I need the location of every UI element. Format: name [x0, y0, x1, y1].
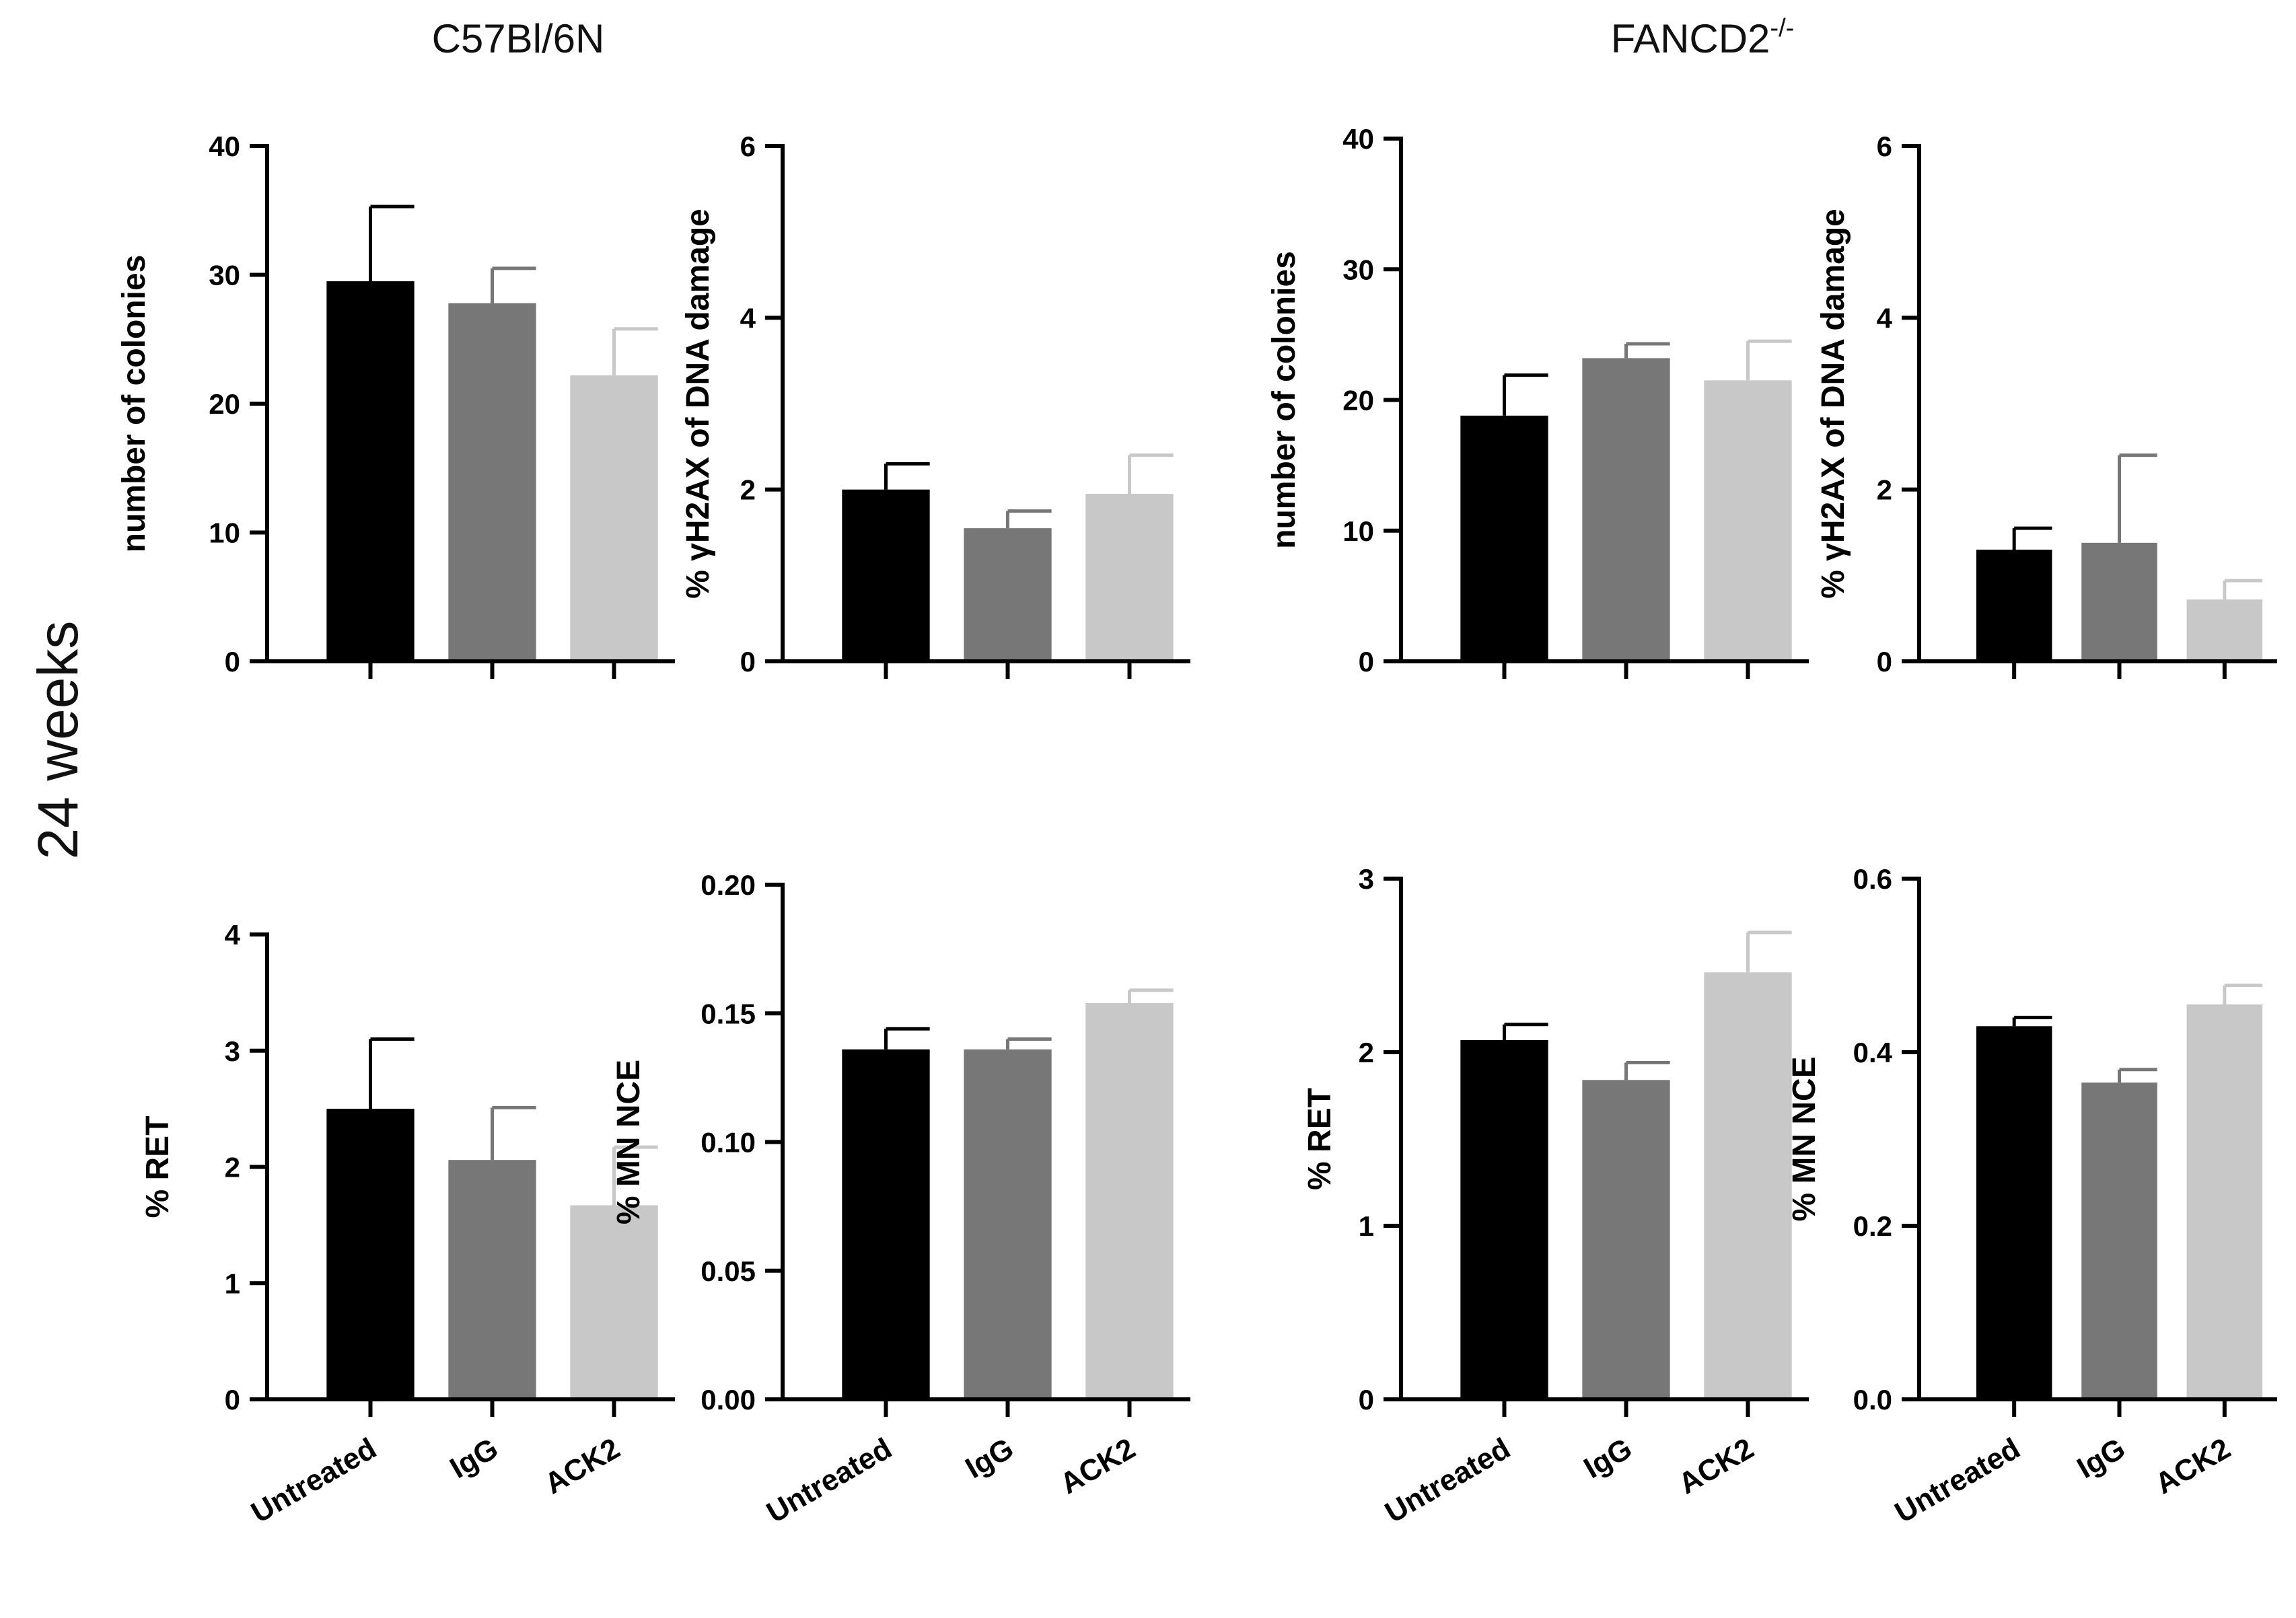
bar-ack2	[1704, 972, 1792, 1399]
y-tick-label: 0.6	[1853, 863, 1892, 895]
bar-ack2	[1085, 494, 1174, 661]
y-tick-label: 0.2	[1853, 1210, 1892, 1242]
x-tick-label-igg: IgG	[2071, 1432, 2130, 1485]
row-label: 24 weeks	[26, 621, 89, 860]
y-tick-label: 1	[225, 1267, 240, 1299]
y-tick-label: 0	[225, 1384, 240, 1415]
chart-panel-c57-ret: 0 1 2 3 4 Untreated IgG ACK2 % RET	[140, 919, 675, 1529]
y-tick-label: 0.20	[701, 869, 756, 901]
x-tick-label-igg: IgG	[1578, 1432, 1637, 1485]
bar-igg	[964, 528, 1052, 661]
y-axis-title: number of colonies	[1266, 251, 1302, 549]
y-tick-label: 3	[1359, 863, 1374, 895]
y-tick-label: 0.05	[701, 1255, 756, 1287]
y-tick-label: 30	[209, 260, 240, 291]
y-tick-label: 2	[1359, 1037, 1374, 1068]
bar-igg	[1582, 358, 1670, 661]
y-axis-title: % RET	[1302, 1088, 1338, 1190]
y-tick-label: 0	[1359, 646, 1374, 677]
y-axis-title: % MN NCE	[611, 1060, 647, 1224]
y-tick-label: 0.0	[1853, 1384, 1892, 1415]
x-tick-label-ack2: ACK2	[1054, 1432, 1141, 1500]
x-tick-label-untreated: Untreated	[761, 1432, 897, 1529]
y-axis-title: % γH2AX of DNA damage	[680, 209, 716, 599]
y-tick-label: 20	[209, 388, 240, 420]
bar-ack2	[1085, 1002, 1174, 1399]
bar-untreated	[1460, 415, 1548, 661]
y-axis-title: % MN NCE	[1787, 1056, 1822, 1221]
bar-igg	[964, 1049, 1052, 1399]
y-tick-label: 6	[740, 131, 756, 162]
group-title-fancd2: FANCD2-/-	[1611, 14, 1795, 61]
group-title-fancd2-text: FANCD2	[1611, 16, 1770, 61]
bar-untreated	[1460, 1039, 1548, 1399]
y-tick-label: 0	[225, 646, 240, 677]
bar-igg	[448, 303, 536, 661]
y-tick-label: 0.4	[1853, 1037, 1893, 1068]
group-title-c57: C57Bl/6N	[432, 16, 605, 61]
y-tick-label: 0	[1877, 646, 1892, 677]
bar-igg	[2081, 542, 2157, 661]
x-tick-label-ack2: ACK2	[539, 1432, 625, 1500]
y-tick-label: 4	[1877, 302, 1893, 334]
y-tick-label: 2	[1877, 474, 1892, 506]
x-tick-label-igg: IgG	[960, 1432, 1019, 1485]
y-tick-label: 6	[1877, 131, 1892, 162]
chart-panel-fancd2-h2ax: 0 2 4 6 % γH2AX of DNA damage	[1816, 131, 2277, 679]
y-tick-label: 2	[740, 474, 756, 506]
bar-ack2	[570, 1205, 658, 1399]
bar-untreated	[842, 489, 930, 661]
y-axis-title: number of colonies	[116, 255, 152, 553]
bar-igg	[448, 1160, 536, 1399]
x-tick-label-igg: IgG	[444, 1432, 503, 1485]
y-tick-label: 0.15	[701, 998, 756, 1029]
y-tick-label: 40	[1342, 123, 1374, 155]
y-tick-label: 40	[209, 131, 240, 162]
y-tick-label: 4	[225, 919, 241, 951]
y-tick-label: 20	[1342, 385, 1374, 416]
x-tick-label-ack2: ACK2	[2150, 1432, 2236, 1500]
x-tick-label-untreated: Untreated	[1890, 1432, 2025, 1529]
y-tick-label: 0	[1359, 1384, 1374, 1415]
y-axis-title: % RET	[140, 1115, 176, 1218]
bar-ack2	[1704, 380, 1792, 661]
bar-ack2	[2186, 599, 2263, 661]
chart-panel-fancd2-ret: 0 1 2 3 Untreated IgG ACK2 % RET	[1302, 863, 1809, 1529]
x-tick-label-untreated: Untreated	[1379, 1432, 1515, 1529]
y-tick-label: 4	[740, 302, 756, 334]
y-tick-label: 0	[740, 646, 756, 677]
bar-untreated	[842, 1049, 930, 1399]
y-tick-label: 3	[225, 1035, 240, 1067]
y-tick-label: 2	[225, 1152, 240, 1183]
y-tick-label: 1	[1359, 1210, 1374, 1242]
bar-untreated	[326, 281, 415, 661]
y-tick-label: 0.10	[701, 1127, 756, 1159]
bar-untreated	[1976, 550, 2052, 661]
x-tick-label-untreated: Untreated	[246, 1432, 382, 1529]
chart-panel-fancd2-colonies: 0 10 20 30 40 number of colonies	[1266, 123, 1809, 679]
bar-ack2	[570, 375, 658, 661]
bar-untreated	[326, 1109, 415, 1399]
y-tick-label: 30	[1342, 254, 1374, 285]
bar-igg	[2081, 1082, 2157, 1399]
bar-untreated	[1976, 1026, 2052, 1399]
chart-panel-c57-h2ax: 0 2 4 6 % γH2AX of DNA damage	[680, 131, 1190, 679]
x-tick-label-ack2: ACK2	[1673, 1432, 1759, 1500]
chart-panel-c57-mn-nce: 0.00 0.05 0.10 0.15 0.20 Untreated IgG ACK2 % MN…	[611, 869, 1190, 1529]
y-tick-label: 10	[209, 517, 240, 549]
y-axis-title: % γH2AX of DNA damage	[1816, 209, 1851, 599]
bar-ack2	[2186, 1004, 2263, 1399]
y-tick-label: 0.00	[701, 1384, 756, 1415]
y-tick-label: 10	[1342, 515, 1374, 547]
group-title-fancd2-superscript: -/-	[1770, 14, 1794, 42]
chart-panel-fancd2-mn-nce: 0.0 0.2 0.4 0.6 Untreated IgG ACK2 % MN NCE	[1787, 863, 2277, 1529]
chart-panel-c57-colonies: 0 10 20 30 40 number of colonies	[116, 131, 675, 679]
bar-igg	[1582, 1080, 1670, 1399]
